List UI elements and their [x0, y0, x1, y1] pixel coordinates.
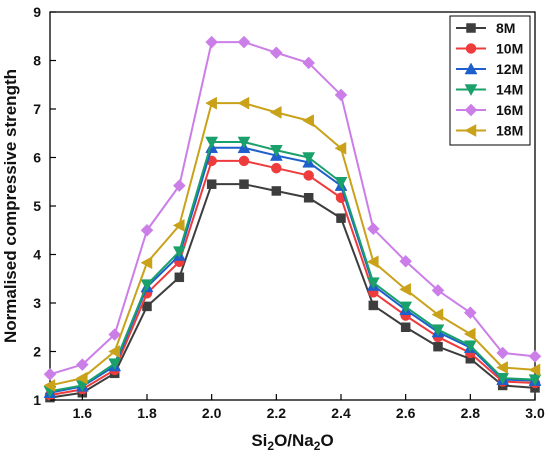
data-point: [369, 301, 378, 310]
legend-label: 14M: [496, 82, 523, 98]
x-tick-label: 1.6: [73, 405, 93, 421]
data-point: [175, 273, 184, 282]
data-point: [464, 328, 475, 340]
data-point: [44, 368, 56, 380]
data-point: [207, 180, 216, 189]
data-point: [304, 170, 314, 180]
x-tick-label: 3.0: [525, 405, 545, 421]
data-point: [238, 36, 250, 48]
legend-label: 18M: [496, 123, 523, 139]
x-axis-title: Si2O/Na2O: [251, 431, 333, 453]
y-tick-label: 6: [33, 150, 41, 166]
data-point: [337, 214, 346, 223]
series-line: [50, 184, 535, 397]
x-tick-label: 2.8: [461, 405, 481, 421]
data-point: [240, 180, 249, 189]
legend-marker: [466, 44, 476, 54]
series-line: [50, 142, 535, 391]
legend-label: 8M: [496, 20, 515, 36]
data-point: [272, 186, 281, 195]
x-tick-label: 2.0: [202, 405, 222, 421]
legend-label: 16M: [496, 102, 523, 118]
data-point: [238, 97, 249, 109]
data-point: [304, 193, 313, 202]
legend-label: 10M: [496, 41, 523, 57]
data-point: [434, 342, 443, 351]
y-tick-label: 7: [33, 101, 41, 117]
legend-marker: [467, 24, 476, 33]
legend-label: 12M: [496, 61, 523, 77]
series-line: [50, 161, 535, 395]
data-point: [401, 323, 410, 332]
data-point: [270, 47, 282, 59]
data-point: [206, 36, 218, 48]
y-axis-title: Normalised compressive strength: [1, 69, 20, 343]
y-tick-label: 1: [33, 392, 41, 408]
data-point: [303, 115, 314, 127]
y-tick-label: 3: [33, 295, 41, 311]
y-tick-label: 8: [33, 53, 41, 69]
y-tick-label: 9: [33, 4, 41, 20]
y-tick-label: 2: [33, 344, 41, 360]
y-tick-label: 5: [33, 198, 41, 214]
x-tick-label: 1.8: [137, 405, 157, 421]
x-tick-label: 2.6: [396, 405, 416, 421]
data-point: [271, 163, 281, 173]
data-point: [239, 156, 249, 166]
legend: 8M 10M 12M 14M 16M 18M: [450, 16, 530, 145]
x-tick-label: 2.2: [267, 405, 287, 421]
y-tick-label: 4: [33, 247, 41, 263]
data-point: [270, 106, 281, 118]
x-tick-label: 2.4: [331, 405, 351, 421]
data-point: [529, 350, 541, 362]
